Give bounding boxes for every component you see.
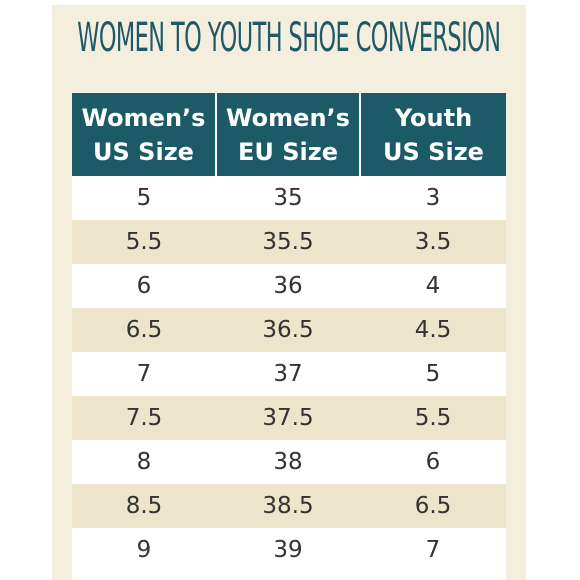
- womens-eu-size-cell: 35.5: [216, 220, 360, 264]
- conversion-table: Women’s US Size Women’s EU Size Youth US…: [72, 93, 506, 572]
- youth-us-size-cell: 6: [360, 440, 506, 484]
- header-line-1: Women’s: [226, 103, 350, 132]
- womens-eu-size-cell: 37: [216, 352, 360, 396]
- header-line-1: Youth: [394, 103, 473, 132]
- table-row: 6 36 4: [72, 264, 506, 308]
- header-line-1: Women’s: [81, 103, 206, 132]
- header-womens-us-size: Women’s US Size: [72, 93, 217, 176]
- womens-eu-size-cell: 38.5: [216, 484, 360, 528]
- youth-us-size-cell: 3.5: [360, 220, 506, 264]
- womens-eu-size-cell: 35: [216, 176, 360, 220]
- womens-us-size-cell: 9: [72, 528, 216, 572]
- womens-eu-size-cell: 36.5: [216, 308, 360, 352]
- table-row: 6.5 36.5 4.5: [72, 308, 506, 352]
- chart-title-text: WOMEN TO YOUTH SHOE CONVERSION: [77, 15, 501, 61]
- table-row: 8.5 38.5 6.5: [72, 484, 506, 528]
- youth-us-size-cell: 5: [360, 352, 506, 396]
- womens-us-size-cell: 7.5: [72, 396, 216, 440]
- womens-us-size-cell: 8: [72, 440, 216, 484]
- header-row: Women’s US Size Women’s EU Size Youth US…: [72, 93, 506, 176]
- conversion-table-frame: Women’s US Size Women’s EU Size Youth US…: [72, 93, 506, 580]
- womens-us-size-cell: 6.5: [72, 308, 216, 352]
- header-line-2: US Size: [93, 137, 194, 166]
- youth-us-size-cell: 4.5: [360, 308, 506, 352]
- womens-us-size-cell: 5.5: [72, 220, 216, 264]
- womens-us-size-cell: 6: [72, 264, 216, 308]
- womens-eu-size-cell: 38: [216, 440, 360, 484]
- youth-us-size-cell: 4: [360, 264, 506, 308]
- conversion-chart-card: WOMEN TO YOUTH SHOE CONVERSION Women’s U…: [52, 5, 526, 580]
- table-row: 7 37 5: [72, 352, 506, 396]
- womens-eu-size-cell: 39: [216, 528, 360, 572]
- womens-eu-size-cell: 36: [216, 264, 360, 308]
- table-row: 9 39 7: [72, 528, 506, 572]
- table-row: 5.5 35.5 3.5: [72, 220, 506, 264]
- conversion-table-body: 5 35 3 5.5 35.5 3.5 6 36 4 6.5 36.5: [72, 176, 506, 572]
- conversion-table-header: Women’s US Size Women’s EU Size Youth US…: [72, 93, 506, 176]
- header-youth-us-size: Youth US Size: [360, 93, 506, 176]
- youth-us-size-cell: 3: [360, 176, 506, 220]
- youth-us-size-cell: 7: [360, 528, 506, 572]
- header-line-2: EU Size: [238, 137, 338, 166]
- womens-us-size-cell: 7: [72, 352, 216, 396]
- womens-eu-size-cell: 37.5: [216, 396, 360, 440]
- womens-us-size-cell: 8.5: [72, 484, 216, 528]
- youth-us-size-cell: 6.5: [360, 484, 506, 528]
- youth-us-size-cell: 5.5: [360, 396, 506, 440]
- chart-title: WOMEN TO YOUTH SHOE CONVERSION: [52, 5, 526, 71]
- header-line-2: US Size: [383, 137, 484, 166]
- table-row: 8 38 6: [72, 440, 506, 484]
- womens-us-size-cell: 5: [72, 176, 216, 220]
- table-row: 5 35 3: [72, 176, 506, 220]
- table-row: 7.5 37.5 5.5: [72, 396, 506, 440]
- header-womens-eu-size: Women’s EU Size: [216, 93, 361, 176]
